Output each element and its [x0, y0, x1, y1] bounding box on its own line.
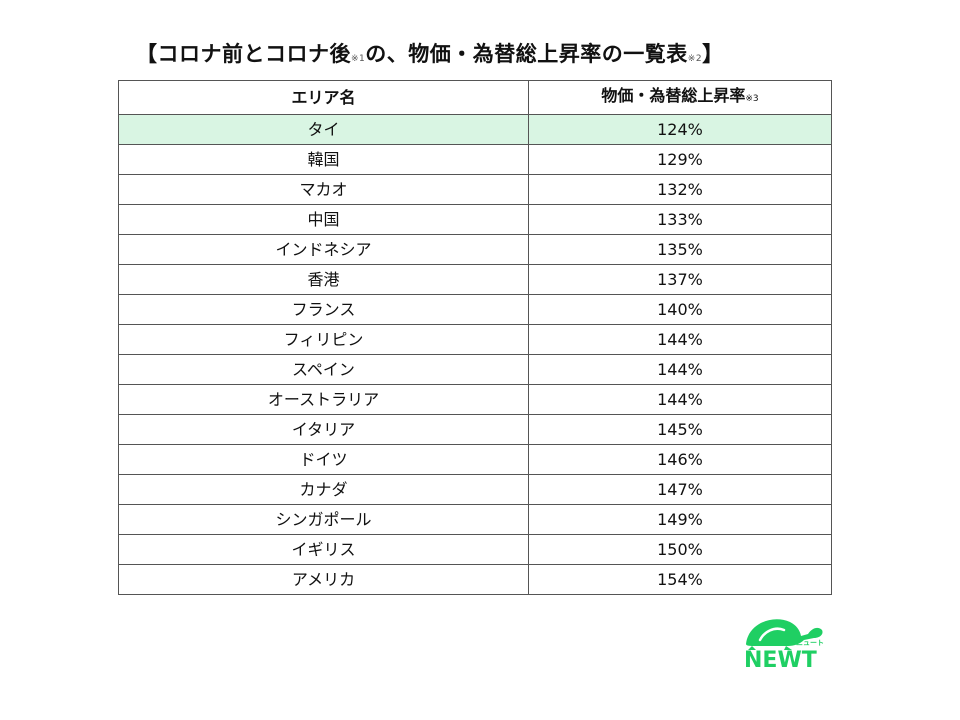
cell-rate: 140% — [528, 294, 832, 325]
title-text-3: 】 — [702, 42, 724, 66]
cell-rate: 135% — [528, 234, 832, 265]
cell-area: インドネシア — [118, 234, 529, 265]
cell-area: カナダ — [118, 474, 529, 505]
cell-area: 香港 — [118, 264, 529, 295]
cell-rate: 137% — [528, 264, 832, 295]
cell-area: スペイン — [118, 354, 529, 385]
cell-rate: 149% — [528, 504, 832, 535]
table-row: マカオ 132% — [118, 174, 832, 205]
cell-area: アメリカ — [118, 564, 529, 595]
table-row: フランス 140% — [118, 294, 832, 325]
cell-rate: 144% — [528, 324, 832, 355]
cell-area: シンガポール — [118, 504, 529, 535]
cell-rate: 145% — [528, 414, 832, 445]
cell-area: マカオ — [118, 174, 529, 205]
cell-rate: 129% — [528, 144, 832, 175]
logo-kana: ニュート — [796, 639, 824, 647]
title-text-1: 【コロナ前とコロナ後 — [136, 42, 351, 66]
cell-area: タイ — [118, 114, 529, 145]
table-row: タイ 124% — [118, 114, 832, 145]
table-header-row: エリア名 物価・為替総上昇率※3 — [118, 80, 832, 115]
cell-rate: 144% — [528, 384, 832, 415]
table-row: スペイン 144% — [118, 354, 832, 385]
table-row: シンガポール 149% — [118, 504, 832, 535]
table-row: ドイツ 146% — [118, 444, 832, 475]
page-title: 【コロナ前とコロナ後※1の、物価・為替総上昇率の一覧表※2】 — [136, 38, 724, 68]
cell-rate: 144% — [528, 354, 832, 385]
cell-area: フランス — [118, 294, 529, 325]
cell-rate: 154% — [528, 564, 832, 595]
price-rate-table: エリア名 物価・為替総上昇率※3 タイ 124% 韓国 129% マカオ 132% 中国 13… — [118, 80, 832, 595]
table-row: イタリア 145% — [118, 414, 832, 445]
cell-area: イタリア — [118, 414, 529, 445]
logo-wordmark: NEWT — [744, 648, 817, 673]
header-rate: 物価・為替総上昇率※3 — [528, 80, 832, 115]
turtle-icon — [746, 619, 823, 650]
title-note-1: ※1 — [351, 54, 366, 64]
newt-logo: ニュート NEWT — [738, 610, 824, 674]
cell-rate: 147% — [528, 474, 832, 505]
table-row: 中国 133% — [118, 204, 832, 235]
table-row: イギリス 150% — [118, 534, 832, 565]
header-rate-label: 物価・為替総上昇率 — [601, 86, 746, 105]
cell-rate: 150% — [528, 534, 832, 565]
cell-area: 韓国 — [118, 144, 529, 175]
title-note-2: ※2 — [687, 54, 703, 64]
cell-rate: 146% — [528, 444, 832, 475]
table-row: 韓国 129% — [118, 144, 832, 175]
cell-rate: 132% — [528, 174, 832, 205]
header-rate-note: ※3 — [745, 94, 759, 104]
header-area-label: エリア名 — [291, 88, 356, 107]
cell-area: フィリピン — [118, 324, 529, 355]
cell-area: オーストラリア — [118, 384, 529, 415]
cell-rate: 133% — [528, 204, 832, 235]
table-row: インドネシア 135% — [118, 234, 832, 265]
cell-area: 中国 — [118, 204, 529, 235]
table-row: オーストラリア 144% — [118, 384, 832, 415]
header-area: エリア名 — [118, 80, 529, 115]
cell-area: イギリス — [118, 534, 529, 565]
table-row: カナダ 147% — [118, 474, 832, 505]
table-row: フィリピン 144% — [118, 324, 832, 355]
table-row: 香港 137% — [118, 264, 832, 295]
cell-rate: 124% — [528, 114, 832, 145]
cell-area: ドイツ — [118, 444, 529, 475]
title-text-2: の、物価・為替総上昇率の一覧表 — [365, 42, 688, 66]
table-row: アメリカ 154% — [118, 564, 832, 595]
